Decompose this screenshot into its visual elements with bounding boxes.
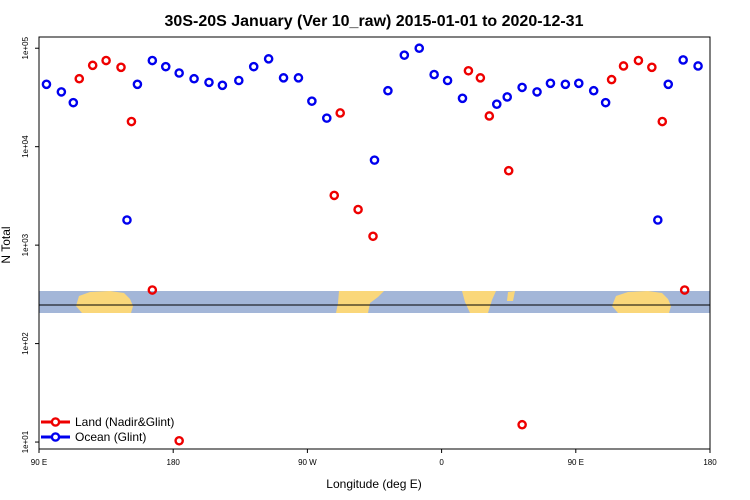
ocean-point (429, 69, 439, 80)
land-point (475, 73, 486, 83)
x-axis-title: Longitude (deg E) (326, 477, 421, 491)
ocean-point (278, 73, 289, 83)
legend-land-marker (50, 417, 61, 427)
land-australia-1 (76, 291, 133, 313)
ocean-point (147, 55, 158, 66)
ocean-point (293, 73, 304, 83)
ocean-point (189, 73, 199, 84)
land-point (329, 190, 340, 201)
ocean-point (204, 77, 214, 88)
ocean-point (663, 79, 674, 90)
land-point (174, 435, 184, 446)
land-point (116, 62, 126, 73)
ocean-point (174, 68, 184, 78)
chart-title: 30S-20S January (Ver 10_raw) 2015-01-01 … (165, 13, 584, 30)
x-tick-label: 180 (167, 458, 181, 467)
land-point (101, 55, 111, 66)
y-tick-label: 1e+02 (21, 332, 30, 355)
ocean-point (560, 79, 571, 90)
ocean-point (600, 97, 611, 108)
data-points (41, 43, 703, 446)
land-point (618, 61, 629, 71)
land-point (647, 62, 657, 73)
land-point (74, 73, 85, 84)
land-point (633, 55, 644, 66)
ocean-point (678, 55, 688, 65)
legend-land-label: Land (Nadir&Glint) (75, 415, 174, 429)
ocean-band (39, 291, 710, 313)
land-point (335, 108, 346, 118)
ocean-point (442, 75, 453, 86)
y-axis: 1e+01 1e+02 1e+03 1e+04 1e+05 (21, 36, 39, 453)
land-point (657, 116, 668, 127)
ocean-point (491, 99, 502, 110)
ocean-point (234, 75, 244, 86)
ocean-point (457, 93, 468, 104)
ocean-point (369, 155, 380, 165)
ocean-point (573, 78, 584, 89)
y-tick-label: 1e+05 (21, 36, 30, 59)
land-point (353, 204, 363, 215)
legend-ocean-label: Ocean (Glint) (75, 430, 146, 444)
ocean-point (399, 50, 410, 60)
ocean-point (383, 85, 393, 96)
land-point (484, 111, 495, 121)
x-axis: 90 E 180 90 W 0 90 E 180 (31, 449, 717, 467)
y-tick-label: 1e+04 (21, 135, 30, 158)
land-point (147, 285, 158, 295)
land-point (126, 116, 137, 127)
ocean-point (653, 215, 663, 225)
land-point (87, 60, 98, 71)
y-tick-label: 1e+01 (21, 430, 30, 453)
ocean-point (502, 92, 513, 102)
ocean-point (160, 61, 171, 72)
x-tick-label: 90 E (568, 458, 584, 467)
ocean-point (56, 87, 67, 97)
ocean-point (248, 61, 259, 72)
x-tick-label: 0 (439, 458, 444, 467)
ocean-point (307, 96, 317, 106)
ocean-point (122, 215, 132, 225)
ocean-point (321, 113, 332, 123)
ocean-point (414, 43, 425, 54)
ocean-point (693, 61, 703, 71)
coastline-map-strip (39, 291, 710, 313)
land-africa (462, 291, 496, 313)
x-tick-label: 90 E (31, 458, 47, 467)
ocean-point (263, 54, 274, 64)
land-point (679, 285, 690, 295)
plot-frame (38, 36, 711, 450)
ocean-point (517, 82, 527, 93)
x-tick-label: 180 (703, 458, 717, 467)
legend-ocean-marker (50, 432, 61, 442)
ocean-point (532, 87, 542, 97)
land-madagascar (507, 291, 515, 301)
legend: Land (Nadir&Glint) Ocean (Glint) (41, 415, 174, 444)
land-point (463, 65, 474, 76)
ocean-point (217, 80, 228, 91)
land-point (368, 231, 378, 242)
ocean-point (588, 85, 599, 96)
land-south-america (336, 291, 384, 313)
ocean-point (68, 97, 79, 108)
land-point (517, 419, 527, 430)
land-point (503, 165, 514, 176)
ocean-point (132, 79, 143, 90)
ocean-point (41, 79, 52, 90)
y-axis-title: N Total (0, 226, 13, 263)
y-tick-label: 1e+03 (21, 233, 30, 256)
land-australia-2 (612, 291, 671, 313)
ocean-point (545, 78, 556, 89)
x-tick-label: 90 W (298, 458, 317, 467)
land-point (606, 74, 617, 85)
